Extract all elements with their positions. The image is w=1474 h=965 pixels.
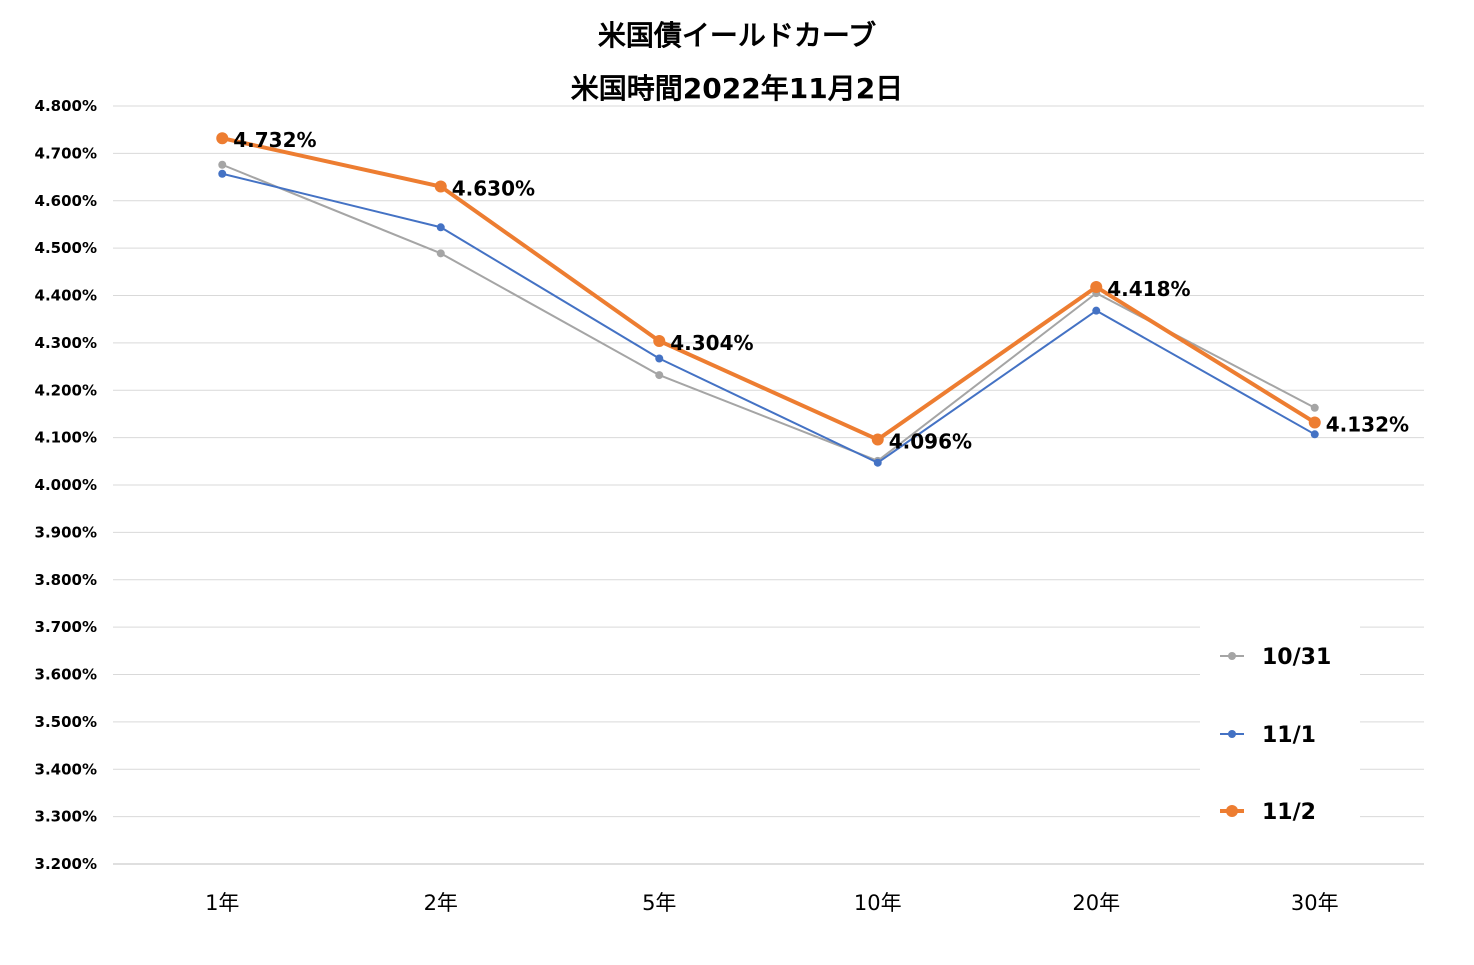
data-point: [1310, 403, 1319, 412]
series-line: [221, 136, 1316, 442]
y-tick-label: 4.400%: [35, 287, 97, 305]
data-point: [1092, 306, 1101, 315]
data-point: [216, 132, 229, 145]
x-tick-label: 2年: [424, 891, 458, 915]
data-label: 4.630%: [452, 177, 535, 201]
x-tick-label: 20年: [1072, 891, 1120, 915]
y-tick-label: 4.000%: [35, 476, 97, 494]
y-tick-label: 3.600%: [35, 666, 97, 684]
data-label: 4.132%: [1326, 412, 1409, 436]
legend-swatch-marker: [1228, 652, 1236, 660]
y-tick-label: 3.700%: [35, 618, 97, 636]
x-tick-label: 10年: [854, 891, 902, 915]
data-point: [655, 371, 664, 380]
y-tick-label: 3.900%: [35, 523, 97, 541]
legend-box: [1200, 622, 1360, 854]
y-tick-label: 3.200%: [35, 855, 97, 873]
data-point: [436, 223, 445, 232]
data-point: [655, 354, 664, 363]
x-tick-label: 30年: [1291, 891, 1339, 915]
data-point: [218, 169, 227, 178]
legend-label: 11/1: [1262, 723, 1316, 748]
legend-swatch-marker: [1226, 805, 1238, 817]
y-tick-label: 4.300%: [35, 334, 97, 352]
data-point: [1310, 430, 1319, 439]
data-point: [653, 334, 666, 347]
chart-title: 米国債イールドカーブ: [597, 19, 877, 52]
data-point: [873, 458, 882, 467]
y-tick-label: 3.800%: [35, 571, 97, 589]
y-tick-label: 3.300%: [35, 808, 97, 826]
y-tick-label: 4.500%: [35, 239, 97, 257]
data-point: [871, 433, 884, 446]
data-point: [1090, 280, 1103, 293]
legend-label: 10/31: [1262, 645, 1331, 670]
data-label: 4.304%: [670, 331, 753, 355]
x-tick-label: 1年: [205, 891, 239, 915]
data-point: [218, 160, 227, 169]
data-label: 4.418%: [1107, 277, 1190, 301]
y-tick-label: 4.100%: [35, 429, 97, 447]
data-point: [1308, 416, 1321, 429]
y-tick-label: 3.400%: [35, 760, 97, 778]
x-tick-label: 5年: [642, 891, 676, 915]
data-point: [436, 249, 445, 258]
y-tick-label: 3.500%: [35, 713, 97, 731]
y-tick-label: 4.600%: [35, 192, 97, 210]
y-tick-label: 4.800%: [35, 97, 97, 115]
y-tick-label: 4.200%: [35, 381, 97, 399]
chart-subtitle: 米国時間2022年11月2日: [570, 72, 904, 105]
y-tick-label: 4.700%: [35, 144, 97, 162]
data-label: 4.732%: [233, 128, 316, 152]
data-label: 4.096%: [889, 430, 972, 454]
series-line: [221, 163, 1316, 462]
data-point: [434, 180, 447, 193]
legend-swatch-marker: [1228, 730, 1236, 738]
series-line: [222, 172, 1316, 464]
legend-label: 11/2: [1262, 800, 1316, 825]
